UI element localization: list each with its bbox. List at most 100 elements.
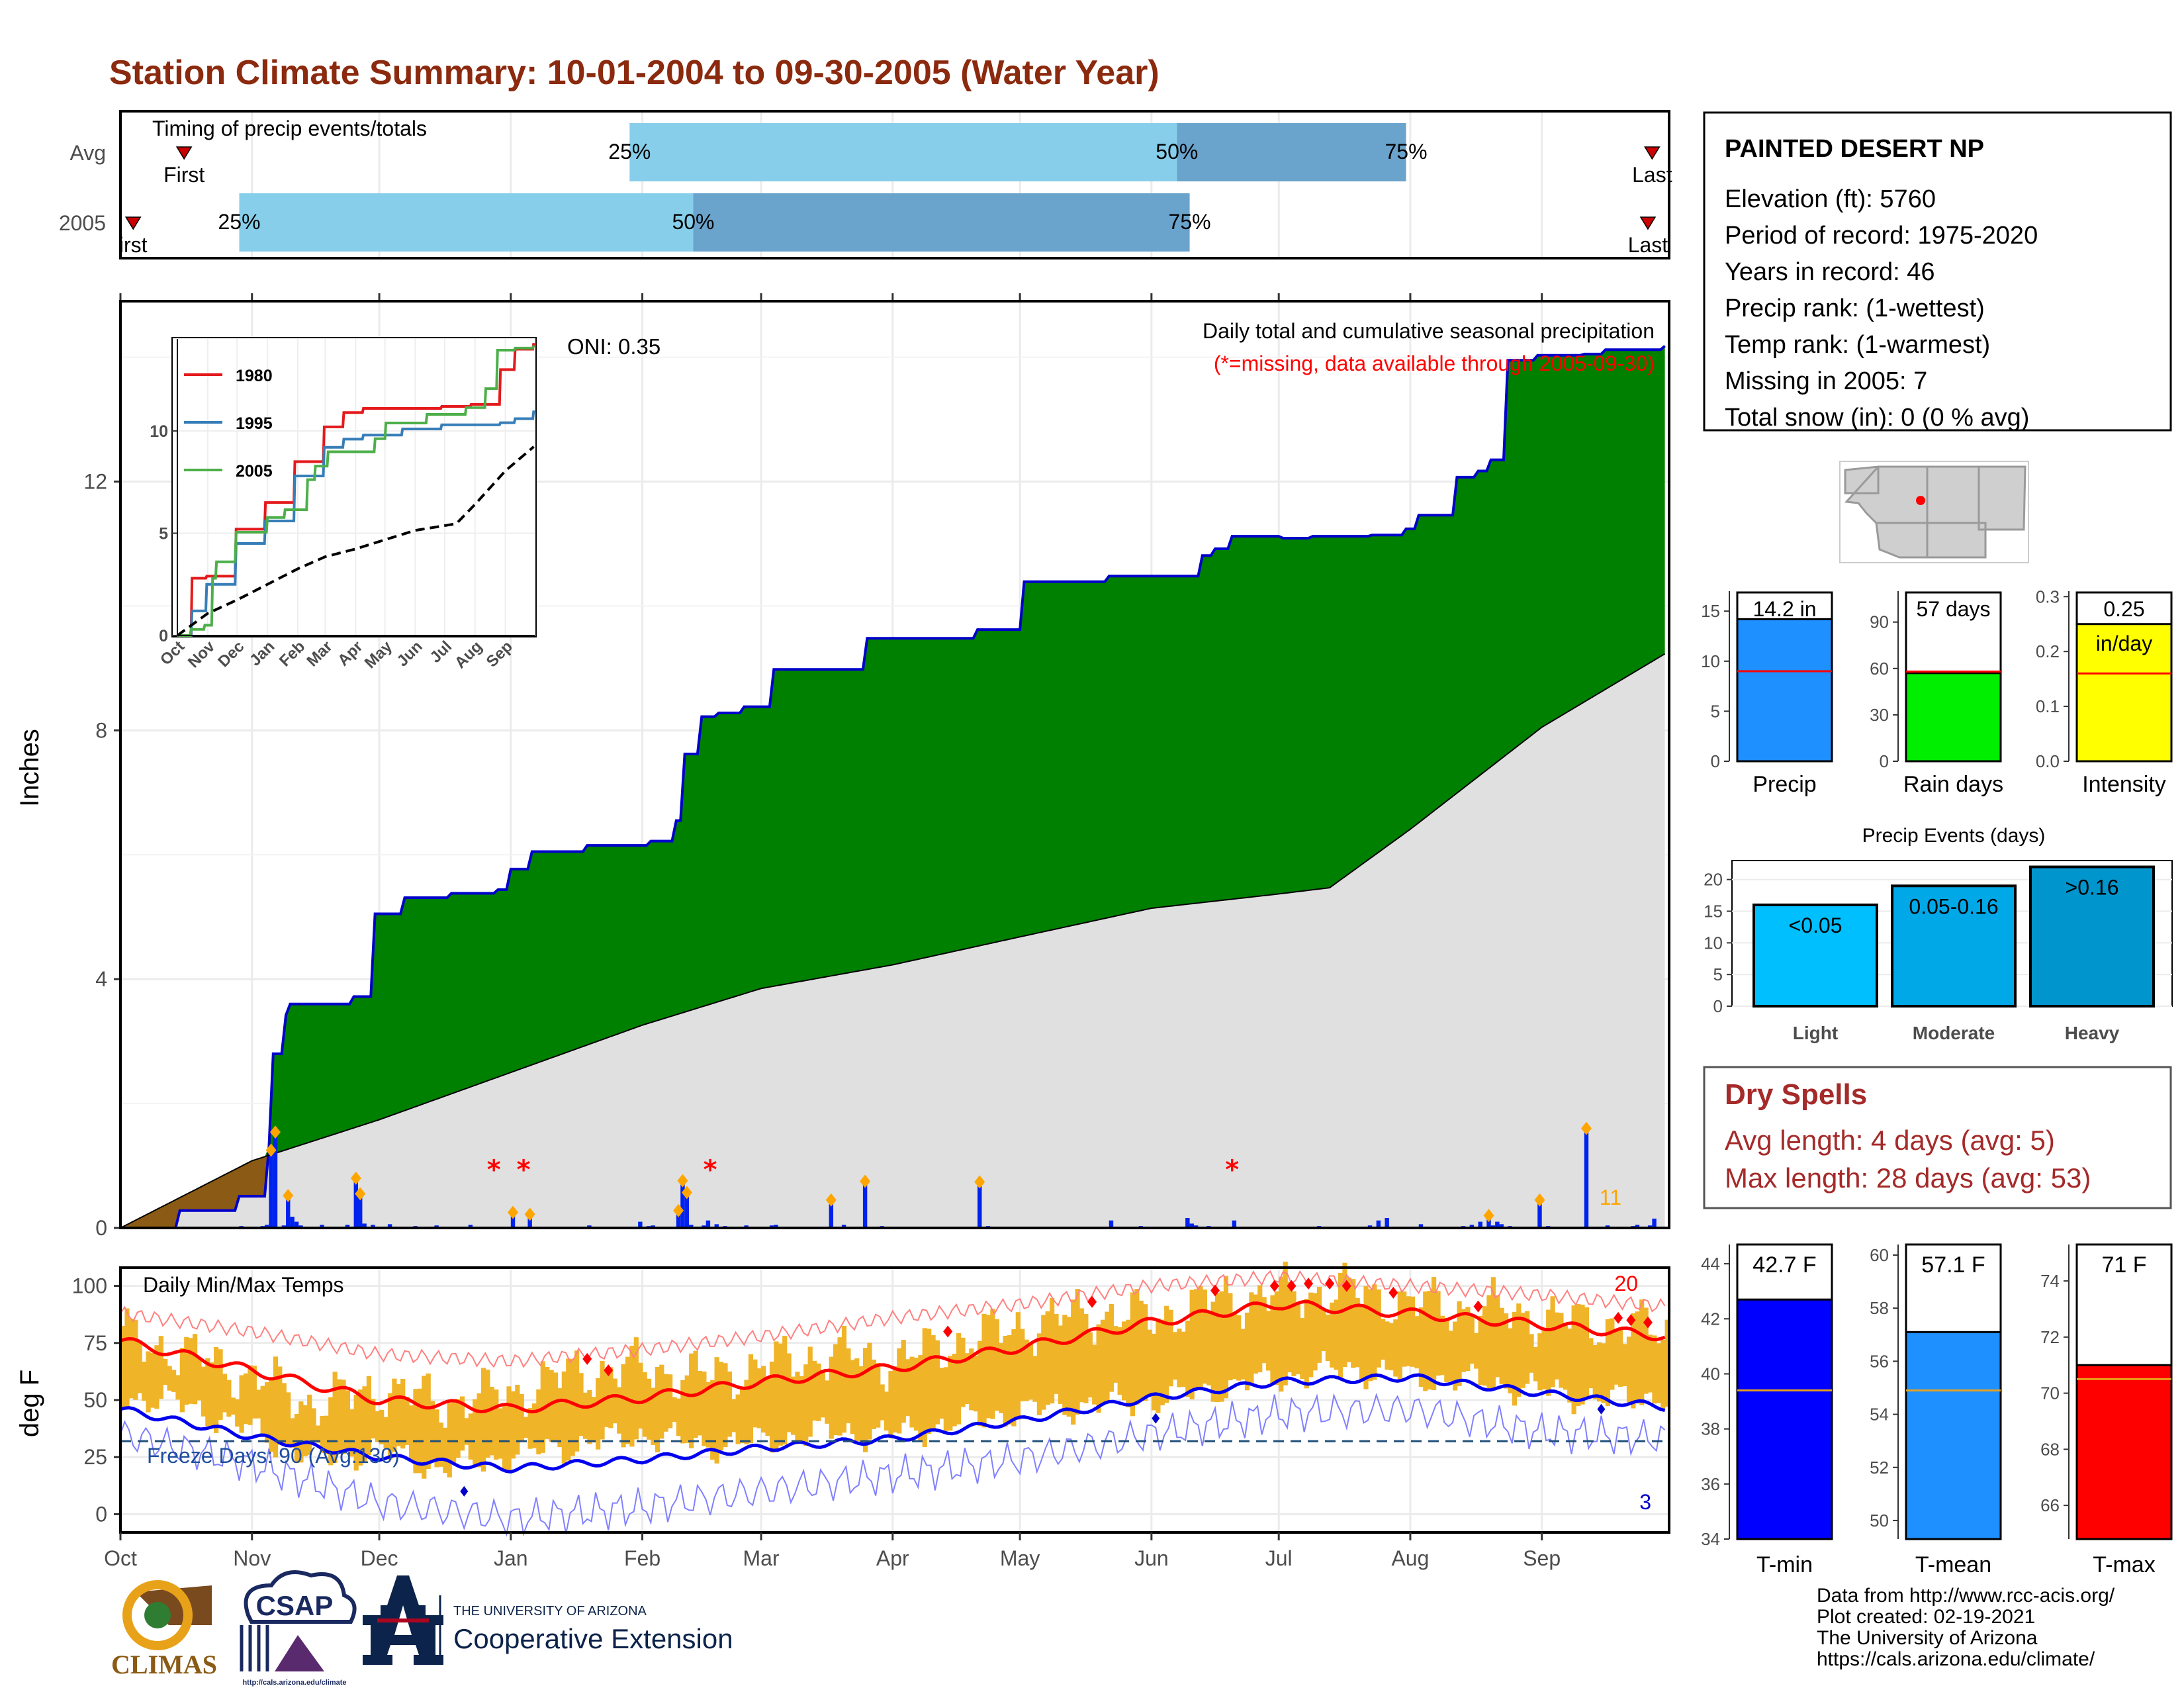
daily-temp-bar-362: [1656, 1343, 1661, 1403]
daily-temp-bar-318: [1469, 1315, 1475, 1364]
heavy-event-marker-132: [677, 1174, 688, 1188]
daily-temp-bar-1: [124, 1308, 130, 1407]
daily-temp-bar-84: [477, 1393, 482, 1468]
daily-temp-bar-200: [969, 1348, 974, 1411]
daily-temp-bar-8: [154, 1345, 159, 1409]
daily-temp-bar-357: [1635, 1311, 1640, 1404]
precip-axis-label: Precip: [1752, 772, 1816, 797]
rain-days-value-label: 57 days: [1916, 597, 1990, 621]
daily-temp-bar-239: [1134, 1289, 1140, 1405]
daily-precip-bar-262: [1232, 1220, 1237, 1228]
daily-temp-bar-342: [1571, 1305, 1576, 1415]
daily-temp-bar-259: [1219, 1291, 1224, 1402]
month-label-apr: Apr: [876, 1546, 909, 1570]
t-max-ytick-label-68: 68: [2040, 1439, 2060, 1459]
t-min-ytick-label-42: 42: [1701, 1309, 1720, 1329]
heavy-event-marker-322: [1483, 1209, 1494, 1223]
temp-y-axis-title: deg F: [15, 1370, 44, 1437]
events-ytick-label-10: 10: [1704, 933, 1723, 953]
daily-temp-bar-48: [324, 1415, 329, 1454]
t-mean-ytick-label-56: 56: [1870, 1351, 1889, 1371]
daily-temp-bar-158: [790, 1376, 796, 1435]
temp-y-ticks: 0 25 50 75 100: [72, 1274, 120, 1526]
daily-temp-bar-128: [663, 1374, 668, 1432]
daily-precip-bar-92: [510, 1212, 516, 1228]
daily-temp-bar-330: [1520, 1312, 1525, 1388]
daily-temp-bar-187: [913, 1358, 919, 1431]
daily-temp-bar-226: [1079, 1308, 1085, 1403]
missing-day-marker-139: *: [704, 1154, 717, 1185]
heavy-event-marker-39: [283, 1189, 294, 1203]
precip-areas: [120, 345, 1666, 1229]
timing-avg-last-marker: [1644, 146, 1661, 160]
daily-temp-bar-93: [515, 1384, 520, 1455]
t-max-bar: [2075, 1364, 2173, 1540]
station-name: PAINTED DESERT NP: [1725, 135, 1984, 163]
daily-precip-bar-320: [1478, 1221, 1482, 1228]
daily-temp-bar-56: [358, 1389, 363, 1466]
daily-temp-bar-155: [778, 1343, 783, 1446]
month-label-aug: Aug: [1391, 1546, 1429, 1570]
daily-precip-bar-82: [468, 1225, 473, 1228]
station-line-4: Precip rank: (1-wettest): [1725, 295, 1985, 322]
daily-temp-bar-29: [243, 1373, 249, 1425]
heavy-event-marker-133: [681, 1186, 692, 1199]
daily-temp-bar-211: [1015, 1312, 1021, 1420]
daily-temp-bar-363: [1661, 1340, 1666, 1410]
daily-temp-bar-224: [1071, 1299, 1076, 1425]
daily-temp-bar-343: [1575, 1304, 1581, 1407]
daily-temp-bar-207: [999, 1343, 1004, 1413]
daily-temp-bar-291: [1355, 1297, 1360, 1368]
intensity-ytick-label-2: 0.2: [2036, 641, 2060, 661]
daily-temp-bar-360: [1647, 1335, 1653, 1393]
rain-days-ytick-label-2: 60: [1870, 659, 1889, 679]
csap-logo-url: http://cals.arizona.edu/climate: [242, 1679, 346, 1687]
station-line-1: Elevation (ft): 5760: [1725, 185, 1936, 213]
events-category-label-heavy: Heavy: [2065, 1023, 2120, 1043]
daily-temp-bar-297: [1381, 1319, 1386, 1360]
logos: CLIMAS CSAP http://cals.arizona.edu/clim…: [111, 1570, 733, 1687]
daily-temp-bar-168: [833, 1344, 839, 1436]
daily-temp-bar-208: [1003, 1336, 1008, 1427]
t-min-ytick-label-44: 44: [1701, 1254, 1720, 1274]
daily-temp-bar-64: [392, 1378, 397, 1452]
daily-temp-bar-127: [659, 1364, 664, 1439]
daily-temp-bar-167: [829, 1356, 834, 1439]
daily-temp-bar-147: [744, 1380, 749, 1444]
ua-logo-small-text: THE UNIVERSITY OF ARIZONA: [453, 1604, 647, 1618]
daily-temp-bar-227: [1083, 1314, 1089, 1403]
daily-temp-bar-65: [396, 1383, 401, 1446]
events-ytick-label-20: 20: [1704, 870, 1723, 890]
timing-avg-pct-2: 50%: [1156, 140, 1198, 164]
daily-temp-bar-219: [1050, 1297, 1055, 1404]
timing-avg-q1-bar: [629, 123, 1177, 181]
cold-day-count: 3: [1639, 1490, 1651, 1514]
timing-label: Timing of precip events/totals: [152, 117, 427, 140]
precip-ytick-label-4: 4: [95, 967, 107, 991]
daily-temp-bar-178: [876, 1362, 881, 1428]
daily-temp-bar-82: [468, 1413, 473, 1460]
heavy-event-marker-96: [524, 1207, 535, 1221]
daily-temp-bar-214: [1028, 1343, 1034, 1400]
daily-temp-bar-247: [1168, 1309, 1173, 1387]
precip-markers: * * * *: [265, 1121, 1592, 1223]
events-category-label-moderate: Moderate: [1913, 1023, 1995, 1043]
precip-frame: [119, 300, 1670, 1229]
daily-temp-bar-181: [888, 1371, 893, 1438]
daily-temp-bar-333: [1533, 1347, 1539, 1382]
intensity-bar: [2075, 623, 2173, 763]
daily-temp-bar-267: [1253, 1294, 1258, 1374]
daily-temp-bar-210: [1011, 1329, 1017, 1427]
daily-temp-bar-68: [408, 1405, 414, 1460]
timing-avg-pct-3: 75%: [1385, 140, 1427, 164]
daily-temp-bar-176: [867, 1342, 872, 1440]
daily-temp-bar-148: [748, 1354, 754, 1444]
dry-spells-box: Dry Spells Avg length: 4 days (avg: 5) M…: [1703, 1066, 2172, 1209]
timing-year-first-label: irst: [119, 233, 148, 257]
daily-temp-bar-269: [1261, 1297, 1267, 1364]
month-label-jun: Jun: [1134, 1546, 1169, 1570]
daily-temp-bar-306: [1418, 1307, 1424, 1387]
daily-temp-bar-327: [1508, 1328, 1513, 1393]
